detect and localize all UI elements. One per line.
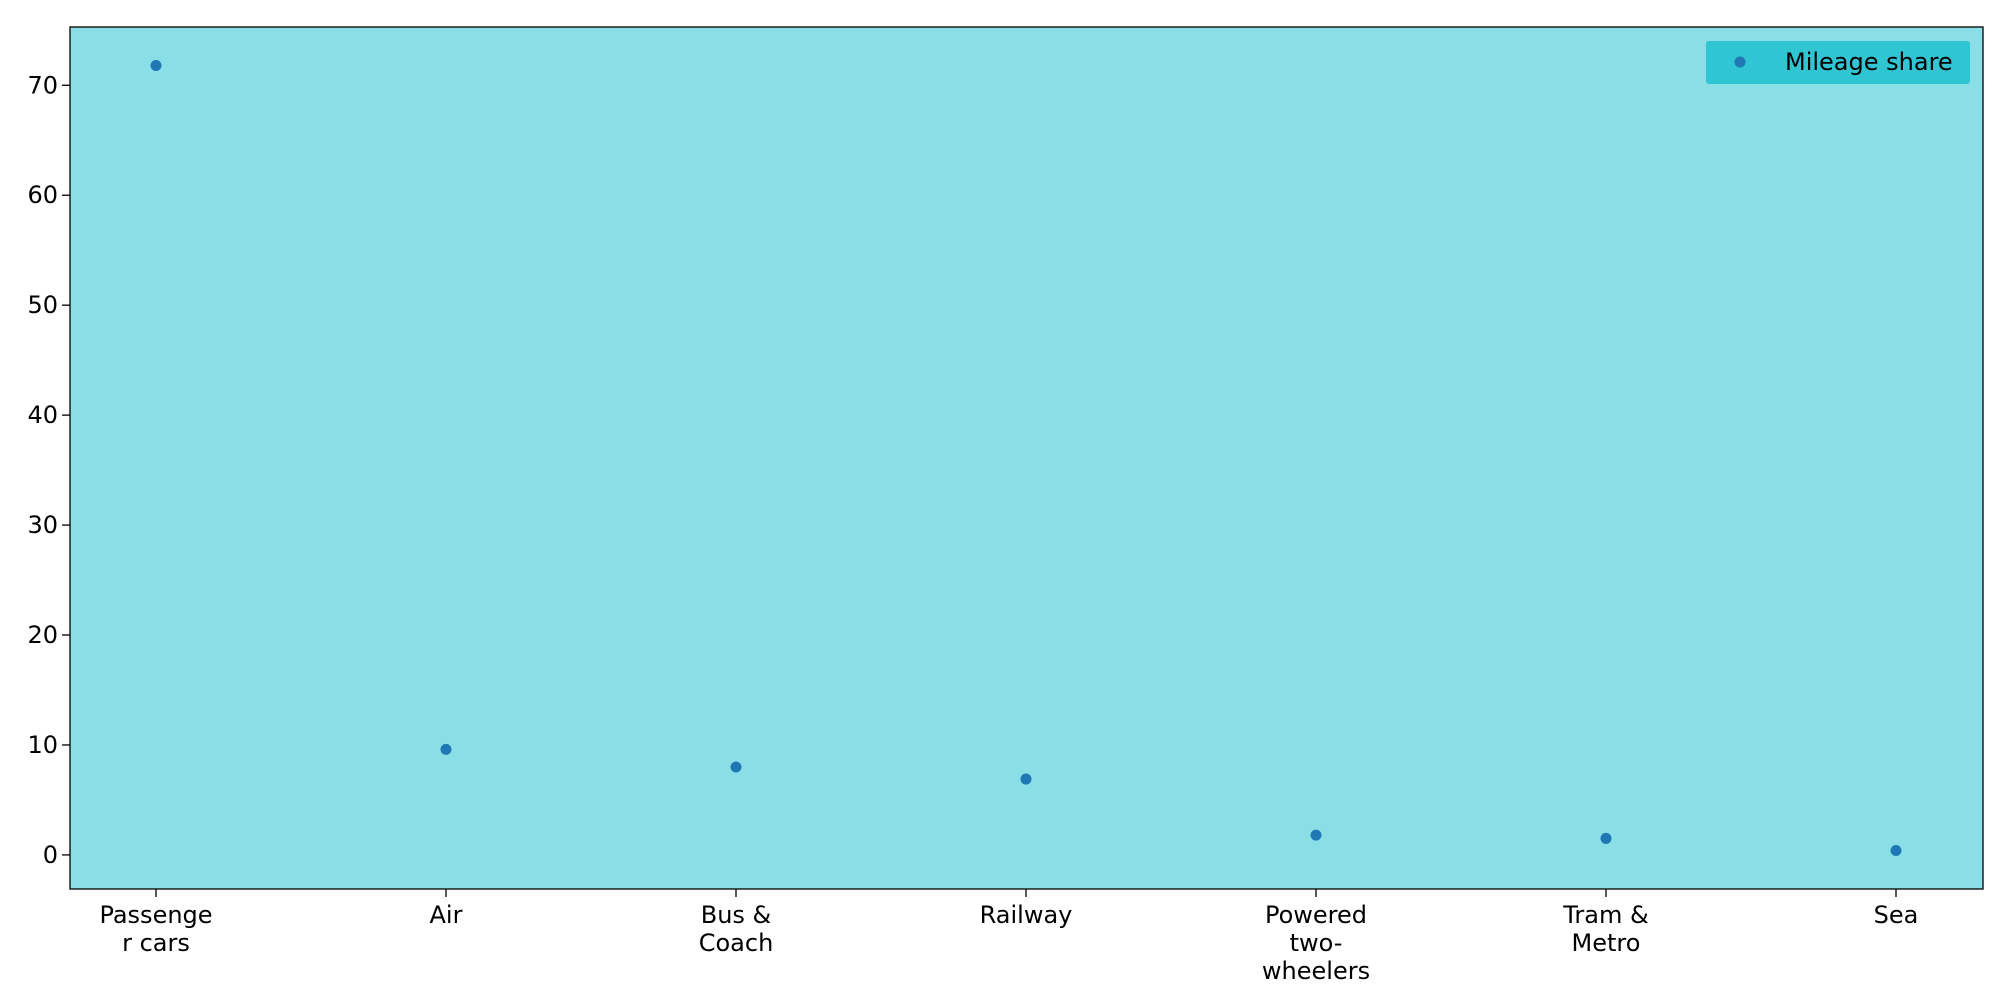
- data-points: [150, 59, 1902, 857]
- x-tick-label-line: Railway: [980, 901, 1073, 929]
- x-tick-label: Sea: [1874, 901, 1919, 929]
- data-point: [1310, 829, 1322, 841]
- x-tick-label-line: Passenge: [99, 901, 212, 929]
- x-tick-label-line: Powered: [1265, 901, 1367, 929]
- data-point: [1020, 773, 1032, 785]
- x-tick-label-line: Coach: [699, 929, 774, 957]
- legend-label: Mileage share: [1785, 48, 1953, 76]
- y-tick-label: 50: [27, 291, 58, 319]
- x-tick-label-line: Air: [430, 901, 463, 929]
- x-tick-label-line: Bus &: [701, 901, 772, 929]
- x-tick-label-line: Sea: [1874, 901, 1919, 929]
- y-tick-label: 10: [27, 731, 58, 759]
- x-tick-label: Air: [430, 901, 463, 929]
- x-tick-label: Bus & Coach: [699, 901, 774, 957]
- x-tick-label-line: two-: [1290, 929, 1343, 957]
- legend-marker: [1734, 56, 1746, 68]
- y-tick-label: 40: [27, 401, 58, 429]
- data-point: [150, 59, 162, 71]
- x-tick-label-line: Metro: [1572, 929, 1641, 957]
- data-point: [1890, 845, 1902, 857]
- y-tick-label: 0: [43, 841, 58, 869]
- legend: Mileage share: [1706, 41, 1970, 84]
- x-tick-label: Passenge r cars: [99, 901, 212, 957]
- plot-frame: [69, 26, 1984, 890]
- x-tick-label-line: wheelers: [1262, 957, 1370, 985]
- x-tick-label-line: r cars: [122, 929, 190, 957]
- y-tick-label: 30: [27, 511, 58, 539]
- y-axis-ticks: 0 10 20 30 40 50 60 70: [27, 71, 70, 869]
- x-tick-label: Railway: [980, 901, 1073, 929]
- y-tick-label: 20: [27, 621, 58, 649]
- data-point: [730, 761, 742, 773]
- y-tick-label: 60: [27, 181, 58, 209]
- y-tick-label: 70: [27, 71, 58, 99]
- data-point: [1600, 832, 1612, 844]
- x-tick-label: Tram & Metro: [1562, 901, 1648, 957]
- data-point: [440, 743, 452, 755]
- x-tick-label-line: Tram &: [1562, 901, 1648, 929]
- x-tick-label: Powered two-wheelers: [1262, 901, 1370, 985]
- x-axis-ticks: Passenge r cars Air Bus & Coach Railway Powere…: [99, 889, 1918, 985]
- legend-box: [1706, 41, 1970, 84]
- plot-area: [70, 27, 1983, 889]
